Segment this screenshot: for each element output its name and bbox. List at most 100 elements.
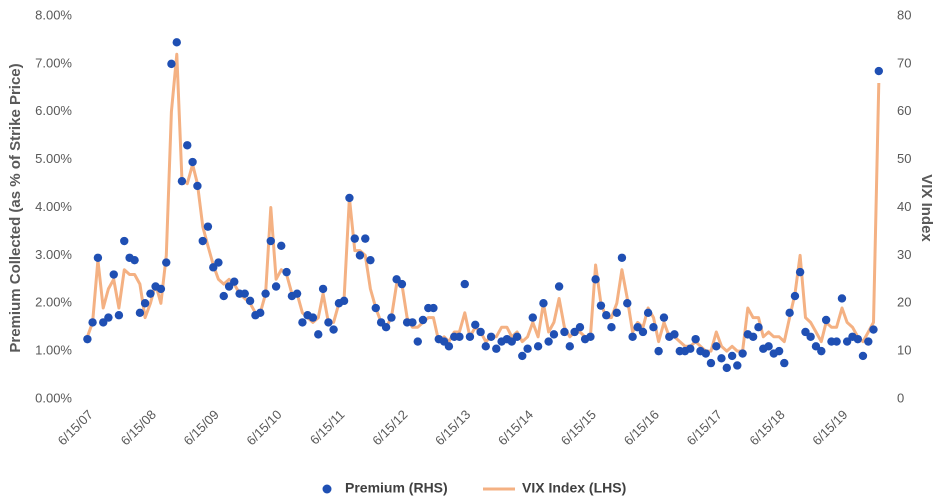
x-tick-label: 6/15/17 (684, 407, 725, 448)
y2-tick-label: 60 (897, 103, 911, 118)
x-tick-label: 6/15/13 (432, 407, 473, 448)
premium-dot (549, 330, 559, 339)
premium-dot (429, 303, 438, 313)
premium-dot (727, 351, 737, 361)
premium-dot (649, 322, 658, 332)
premium-dot (245, 296, 255, 306)
premium-dot (318, 284, 328, 294)
premium-dot (83, 334, 92, 344)
premium-dot (869, 325, 878, 334)
legend-label: Premium (RHS) (345, 480, 448, 496)
premium-dot (602, 311, 611, 320)
premium-dot (120, 236, 129, 246)
premium-dot (298, 318, 307, 327)
premium-dot (219, 291, 228, 301)
x-tick-label: 6/15/16 (621, 407, 662, 448)
premium-dot (156, 284, 166, 294)
premium-dot (292, 289, 302, 298)
premium-dot (575, 322, 585, 332)
y2-tick-label: 40 (897, 199, 911, 214)
premium-dot (518, 351, 527, 361)
premium-dot (256, 308, 265, 318)
premium-dot (565, 342, 574, 351)
premium-dot (806, 332, 815, 341)
y2-tick-label: 0 (897, 390, 904, 405)
x-tick-label: 6/15/18 (746, 407, 787, 448)
premium-dot (471, 320, 480, 329)
premium-dot (397, 279, 407, 289)
premium-dot (355, 251, 365, 260)
premium-dot (659, 313, 669, 322)
premium-dot (460, 279, 469, 289)
vix-line (85, 52, 881, 353)
premium-dot (140, 299, 150, 308)
premium-dot (539, 299, 548, 308)
premium-dot (754, 322, 763, 332)
y-axis-title: Premium Collected (as % of Strike Price) (7, 63, 24, 352)
premium-dot (837, 294, 847, 303)
premium-dot (717, 354, 726, 363)
y-tick-label: 4.00% (35, 199, 72, 214)
premium-dot (408, 318, 417, 327)
premium-dot (371, 303, 380, 313)
premium-dot (109, 270, 118, 279)
premium-dot (570, 327, 579, 337)
premium-dot (203, 222, 213, 231)
premium-dot (623, 299, 632, 308)
premium-dot (874, 66, 884, 76)
y-tick-label: 3.00% (35, 247, 72, 262)
premium-dot (193, 181, 202, 191)
premium-dot (691, 334, 700, 344)
premium-dot (240, 289, 249, 298)
y-tick-label: 0.00% (35, 390, 72, 405)
premium-dot (701, 349, 710, 358)
premium-dot (172, 38, 181, 47)
premium-dot (528, 313, 537, 322)
premium-dot (785, 308, 794, 318)
premium-dot (795, 267, 805, 277)
y-tick-label: 5.00% (35, 151, 72, 166)
premium-dot (277, 241, 286, 250)
premium-dot (135, 308, 145, 318)
y-tick-label: 2.00% (35, 295, 72, 310)
premium-dot (167, 59, 176, 69)
legend-label: VIX Index (LHS) (522, 480, 626, 496)
premium-dot (748, 332, 758, 341)
premium-dot (314, 330, 323, 339)
premium-dot (486, 332, 496, 341)
premium-dot (93, 253, 103, 262)
x-tick-label: 6/15/12 (369, 407, 410, 448)
premium-dot (455, 332, 464, 341)
premium-dot (654, 346, 663, 356)
y2-tick-label: 70 (897, 55, 911, 70)
x-tick-label: 6/15/14 (495, 407, 536, 448)
premium-dot (712, 342, 721, 351)
y2-axis-title: VIX Index (918, 174, 934, 242)
y-tick-label: 6.00% (35, 103, 72, 118)
premium-dot (628, 332, 637, 341)
premium-dot (481, 342, 490, 351)
premium-dot (114, 311, 124, 320)
premium-dot (617, 253, 627, 262)
x-tick-label: 6/15/10 (243, 407, 284, 448)
premium-dot (162, 258, 171, 267)
premium-dot (638, 327, 648, 337)
x-tick-label: 6/15/19 (809, 407, 850, 448)
premium-dot (607, 322, 616, 332)
premium-dot (104, 313, 113, 322)
premium-dot (177, 176, 187, 186)
y2-tick-label: 20 (897, 295, 911, 310)
x-tick-label: 6/15/11 (307, 407, 348, 448)
premium-dot (146, 289, 155, 298)
premium-dot (188, 157, 197, 167)
premium-dot (361, 234, 370, 243)
y2-tick-label: 10 (897, 343, 911, 358)
premium-dot (864, 337, 873, 346)
premium-dot (706, 358, 716, 368)
premium-dot (130, 255, 139, 265)
y2-tick-label: 80 (897, 7, 911, 22)
premium-dot (533, 342, 543, 351)
premium-dot (821, 315, 831, 325)
premium-dot (811, 342, 821, 351)
